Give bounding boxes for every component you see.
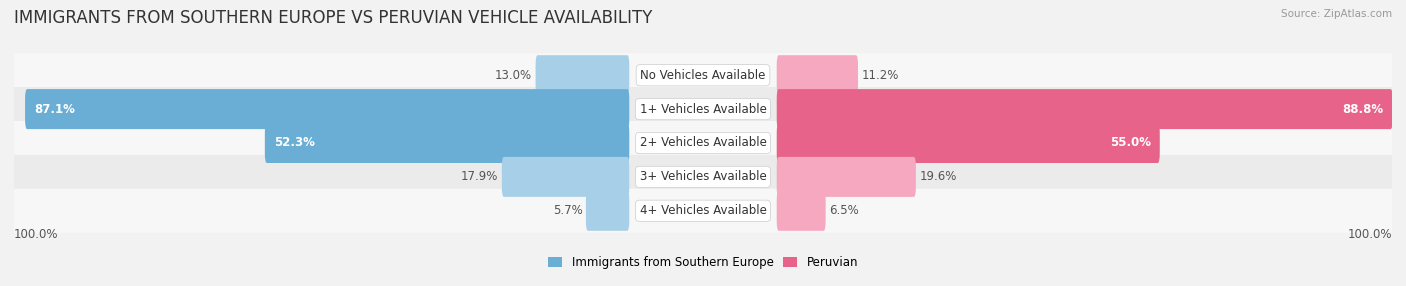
FancyBboxPatch shape [536,55,630,95]
FancyBboxPatch shape [264,123,630,163]
FancyBboxPatch shape [776,157,915,197]
FancyBboxPatch shape [776,191,825,231]
FancyBboxPatch shape [776,55,858,95]
Text: 19.6%: 19.6% [920,170,956,183]
FancyBboxPatch shape [776,123,1160,163]
FancyBboxPatch shape [776,89,1392,129]
Text: 13.0%: 13.0% [495,69,531,82]
Text: IMMIGRANTS FROM SOUTHERN EUROPE VS PERUVIAN VEHICLE AVAILABILITY: IMMIGRANTS FROM SOUTHERN EUROPE VS PERUV… [14,9,652,27]
Text: 6.5%: 6.5% [830,204,859,217]
Text: 11.2%: 11.2% [862,69,898,82]
Text: 3+ Vehicles Available: 3+ Vehicles Available [640,170,766,183]
FancyBboxPatch shape [502,157,630,197]
FancyBboxPatch shape [13,87,1393,131]
Text: No Vehicles Available: No Vehicles Available [640,69,766,82]
FancyBboxPatch shape [13,53,1393,97]
FancyBboxPatch shape [13,189,1393,233]
Text: 1+ Vehicles Available: 1+ Vehicles Available [640,103,766,116]
Text: 88.8%: 88.8% [1343,103,1384,116]
Text: 55.0%: 55.0% [1109,136,1152,150]
Text: 87.1%: 87.1% [34,103,75,116]
Text: 52.3%: 52.3% [274,136,315,150]
Text: 17.9%: 17.9% [461,170,498,183]
Text: 4+ Vehicles Available: 4+ Vehicles Available [640,204,766,217]
FancyBboxPatch shape [13,121,1393,165]
Text: Source: ZipAtlas.com: Source: ZipAtlas.com [1281,9,1392,19]
Text: 100.0%: 100.0% [1347,228,1392,241]
Text: 100.0%: 100.0% [14,228,59,241]
FancyBboxPatch shape [586,191,630,231]
Legend: Immigrants from Southern Europe, Peruvian: Immigrants from Southern Europe, Peruvia… [548,256,858,269]
Text: 5.7%: 5.7% [553,204,582,217]
FancyBboxPatch shape [13,155,1393,199]
FancyBboxPatch shape [25,89,630,129]
Text: 2+ Vehicles Available: 2+ Vehicles Available [640,136,766,150]
